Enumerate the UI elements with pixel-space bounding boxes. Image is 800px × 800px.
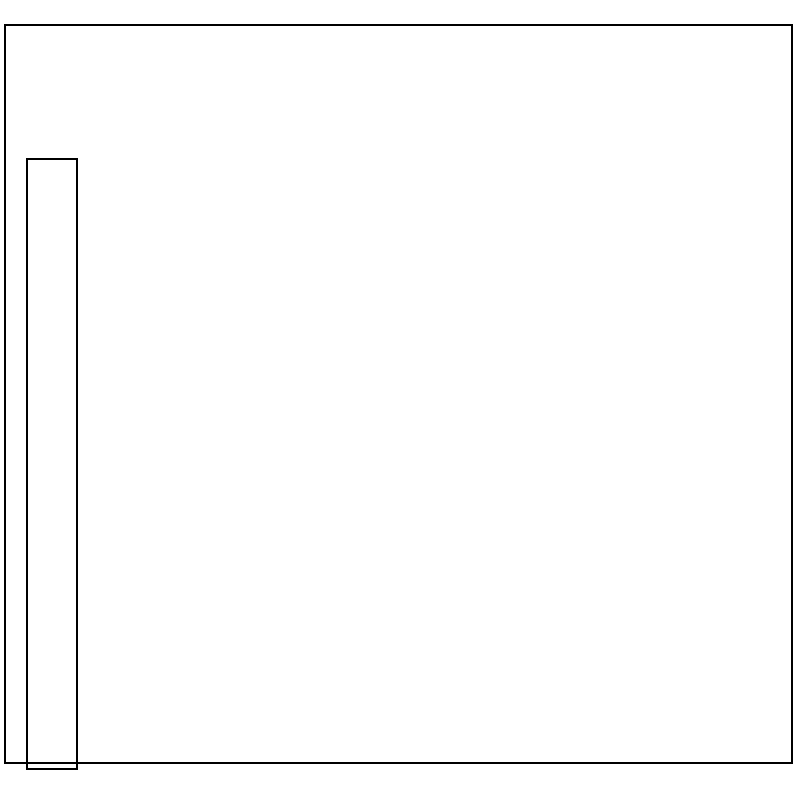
axis-frame-right — [791, 24, 793, 764]
axis-frame-bottom — [4, 762, 793, 764]
colorbar — [26, 158, 78, 770]
axis-frame-top — [4, 24, 793, 26]
colorbar-gradient — [26, 158, 78, 770]
axis-frame-left — [4, 24, 6, 764]
map-plot-area — [4, 24, 793, 764]
wind-vector-arrows-layer — [4, 24, 793, 764]
